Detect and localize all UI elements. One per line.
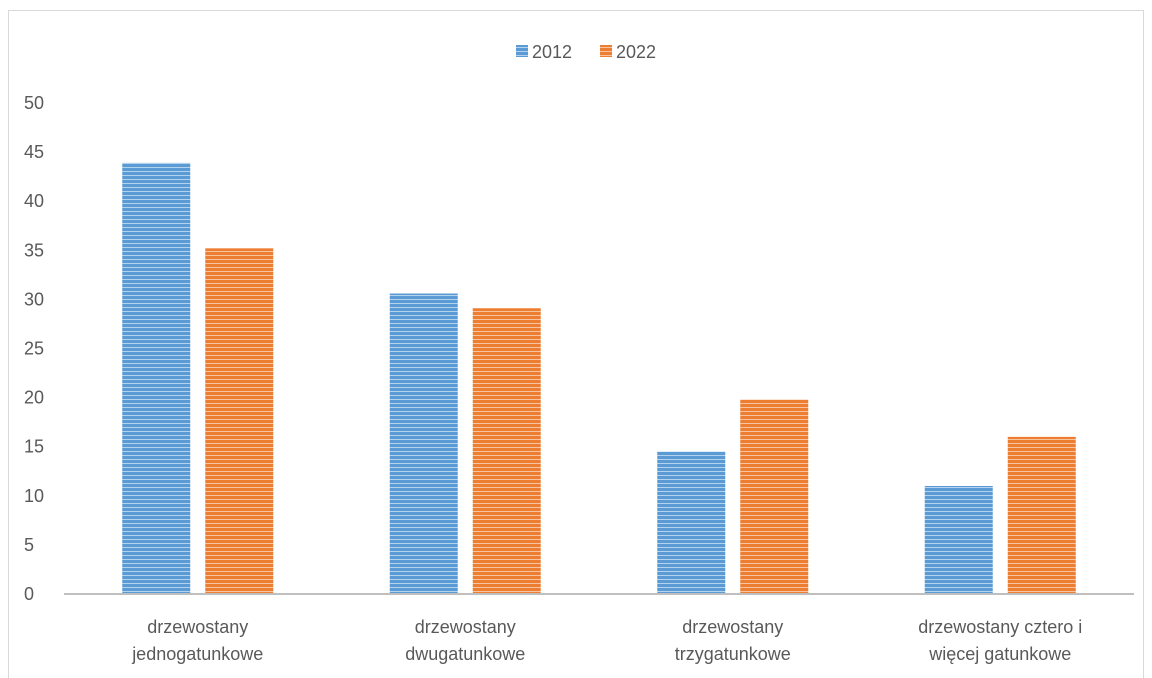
x-category-label: drzewostany jednogatunkowe bbox=[131, 617, 263, 664]
y-tick-label: 0 bbox=[24, 584, 34, 604]
y-tick-label: 45 bbox=[24, 142, 44, 162]
bar-2012-2 bbox=[657, 451, 726, 594]
legend: 2012 2022 bbox=[516, 42, 656, 62]
x-category-label: drzewostany cztero i więcej gatunkowe bbox=[918, 617, 1082, 664]
y-tick-label: 15 bbox=[24, 437, 44, 457]
x-category-label: drzewostany trzygatunkowe bbox=[675, 617, 791, 664]
bar-2022-3 bbox=[1007, 436, 1076, 594]
legend-swatch-2012 bbox=[516, 45, 528, 57]
legend-label-2022: 2022 bbox=[616, 42, 656, 62]
y-tick-label: 25 bbox=[24, 339, 44, 359]
y-tick-label: 50 bbox=[24, 93, 44, 113]
y-tick-label: 40 bbox=[24, 191, 44, 211]
bar-2012-3 bbox=[924, 485, 993, 594]
bars bbox=[122, 162, 1076, 595]
bar-2022-0 bbox=[205, 248, 274, 594]
x-axis: drzewostany jednogatunkowe drzewostany dwug… bbox=[64, 593, 1134, 664]
y-axis: 0 5 10 15 20 25 30 35 40 45 50 bbox=[24, 93, 44, 604]
y-tick-label: 10 bbox=[24, 486, 44, 506]
x-category-label: drzewostany dwugatunkowe bbox=[405, 617, 525, 664]
y-tick-label: 5 bbox=[24, 535, 34, 555]
legend-label-2012: 2012 bbox=[532, 42, 572, 62]
y-tick-label: 30 bbox=[24, 289, 44, 309]
y-tick-label: 35 bbox=[24, 240, 44, 260]
bar-2022-2 bbox=[740, 399, 809, 594]
bar-2012-1 bbox=[389, 293, 458, 594]
bar-2022-1 bbox=[472, 308, 541, 594]
bar-2012-0 bbox=[122, 162, 191, 595]
legend-swatch-2022 bbox=[600, 45, 612, 57]
y-tick-label: 20 bbox=[24, 388, 44, 408]
